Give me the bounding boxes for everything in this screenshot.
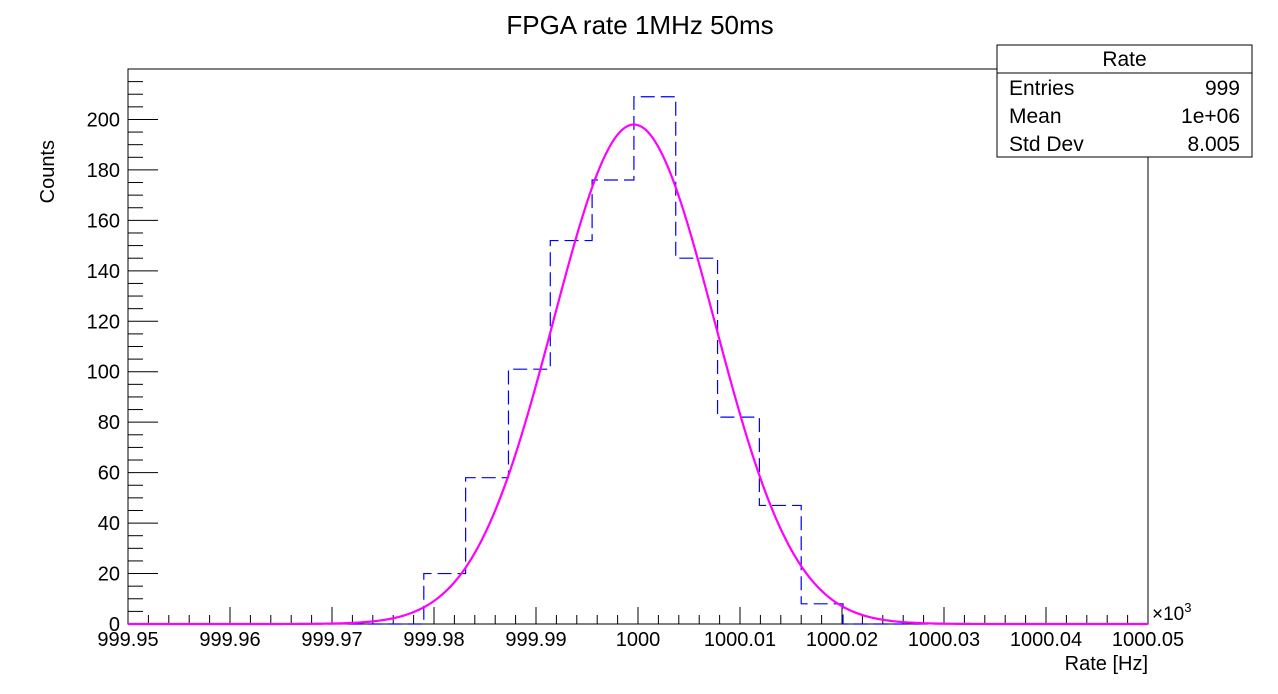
x-axis-label: Rate [Hz] bbox=[1065, 653, 1148, 675]
y-tick-label: 0 bbox=[109, 614, 120, 636]
x-tick-label: 1000.03 bbox=[908, 629, 980, 651]
stats-stddev-value: 8.005 bbox=[1187, 133, 1240, 156]
y-axis-tick-labels: 0 20 40 60 80 100 120 140 160 180 200 bbox=[87, 109, 120, 636]
x-axis-multiplier-exponent: 3 bbox=[1184, 600, 1191, 615]
y-axis-ticks bbox=[128, 81, 158, 625]
y-axis-label: Counts bbox=[37, 140, 59, 203]
x-axis-multiplier-base: ×10 bbox=[1152, 604, 1184, 625]
stats-entries-label: Entries bbox=[1009, 77, 1074, 100]
y-tick-label: 80 bbox=[98, 412, 120, 434]
x-tick-label: 1000 bbox=[616, 629, 661, 651]
stats-entries-value: 999 bbox=[1205, 77, 1240, 100]
gaussian-fit-curve bbox=[128, 123, 1148, 626]
x-tick-label: 999.95 bbox=[97, 629, 158, 651]
y-tick-label: 180 bbox=[87, 160, 120, 182]
y-tick-label: 200 bbox=[87, 109, 120, 131]
x-axis-tick-labels: 999.95 999.96 999.97 999.98 999.99 1000 1000.0… bbox=[97, 629, 1184, 651]
stats-box: Rate Entries 999 Mean 1e+06 Std Dev 8.00… bbox=[996, 44, 1253, 158]
y-tick-label: 40 bbox=[98, 513, 120, 535]
x-tick-label: 999.98 bbox=[403, 629, 464, 651]
y-tick-label: 120 bbox=[87, 311, 120, 333]
x-tick-label: 999.96 bbox=[199, 629, 260, 651]
x-tick-label: 1000.02 bbox=[806, 629, 878, 651]
y-tick-label: 20 bbox=[98, 564, 120, 586]
y-tick-label: 60 bbox=[98, 463, 120, 485]
plot-frame bbox=[127, 68, 1149, 625]
x-tick-label: 999.99 bbox=[505, 629, 566, 651]
x-tick-label: 1000.05 bbox=[1112, 629, 1184, 651]
chart-title: FPGA rate 1MHz 50ms bbox=[506, 10, 773, 40]
stats-stddev-label: Std Dev bbox=[1009, 133, 1084, 156]
x-axis-multiplier: ×103 bbox=[1152, 600, 1191, 625]
histogram-series bbox=[128, 96, 1148, 625]
x-tick-label: 1000.01 bbox=[704, 629, 776, 651]
stats-box-title: Rate bbox=[1102, 48, 1146, 71]
x-tick-label: 999.97 bbox=[301, 629, 362, 651]
y-tick-label: 160 bbox=[87, 210, 120, 232]
y-tick-label: 140 bbox=[87, 261, 120, 283]
y-tick-label: 100 bbox=[87, 362, 120, 384]
stats-mean-value: 1e+06 bbox=[1181, 105, 1240, 128]
stats-mean-label: Mean bbox=[1009, 105, 1062, 128]
x-tick-label: 1000.04 bbox=[1010, 629, 1082, 651]
stats-box-frame bbox=[996, 44, 1253, 158]
x-axis-ticks bbox=[127, 607, 1149, 624]
